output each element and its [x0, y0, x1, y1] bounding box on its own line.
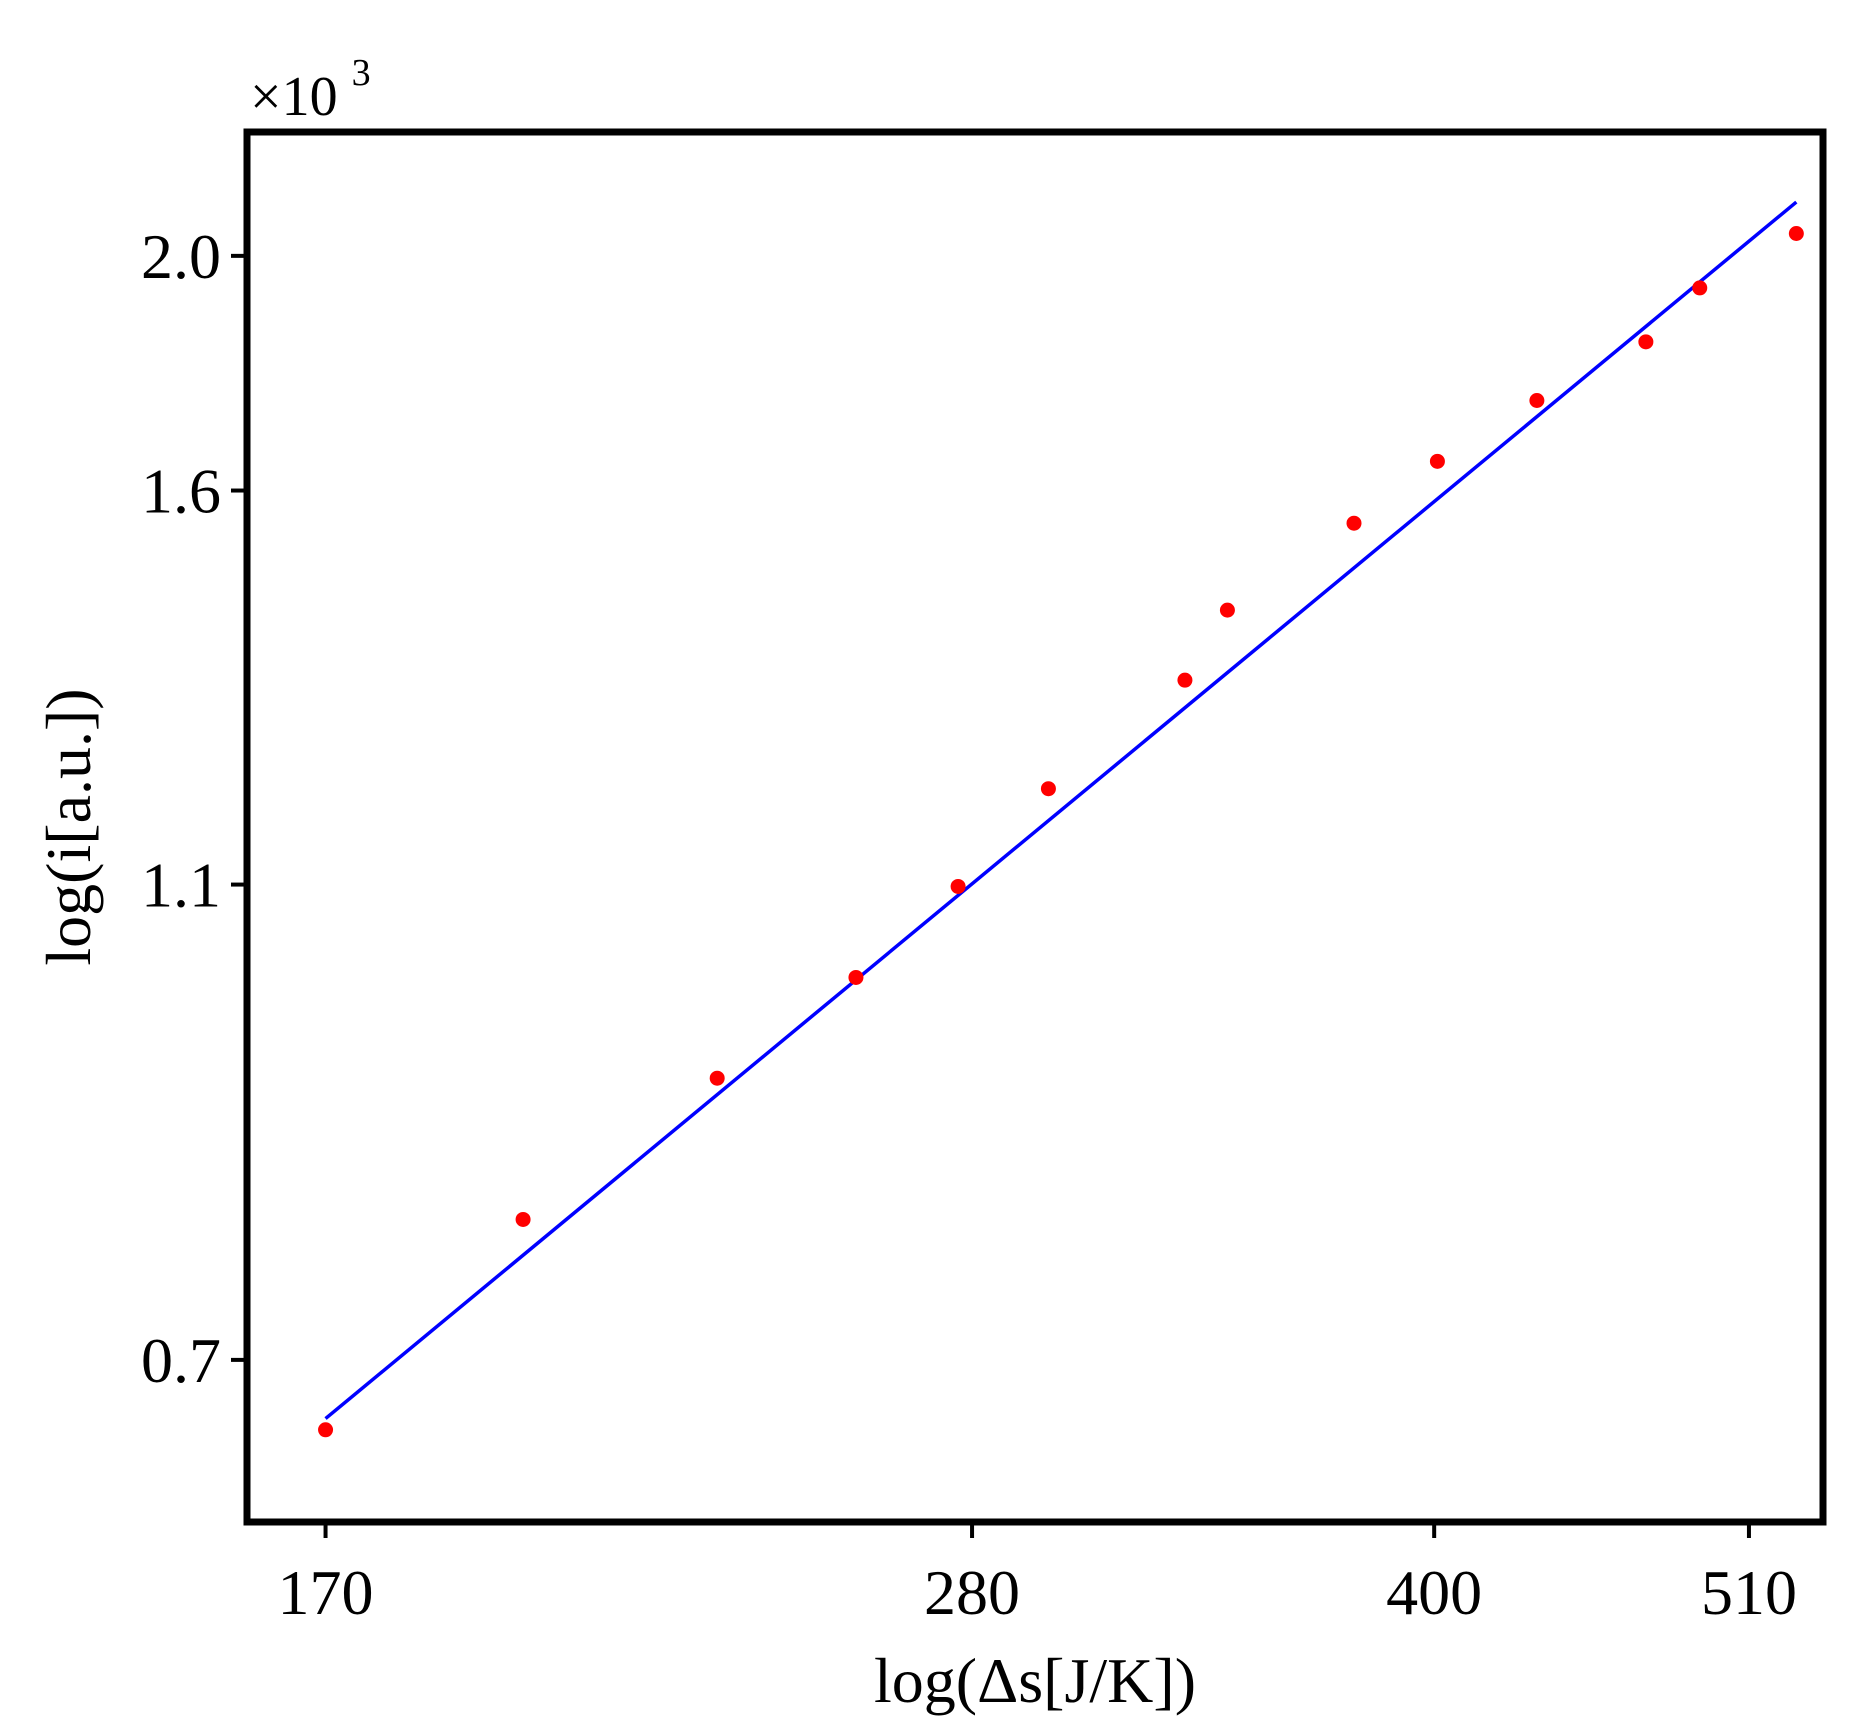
x-axis: 170 280 400 510: [278, 1522, 1797, 1628]
y-multiplier-base: ×10: [250, 66, 338, 128]
data-point: [1219, 602, 1235, 618]
data-point: [1529, 393, 1545, 409]
y-axis-title: log(i[a.u.]): [33, 688, 104, 965]
data-point: [1788, 225, 1804, 241]
data-point: [1692, 280, 1708, 296]
data-point: [950, 878, 966, 894]
data-point: [1040, 781, 1056, 797]
data-point: [1638, 334, 1654, 350]
y-axis: 0.7 1.1 1.6 2.0: [141, 221, 247, 1396]
data-point: [1346, 515, 1362, 531]
series-layer: [318, 200, 1804, 1438]
x-tick-label: 170: [278, 1557, 374, 1628]
y-multiplier: ×10 3: [250, 52, 371, 128]
y-multiplier-exponent: 3: [352, 52, 371, 94]
x-tick-label: 280: [924, 1557, 1020, 1628]
data-point: [1429, 453, 1445, 469]
fit-line: [324, 200, 1798, 1420]
x-tick-label: 400: [1386, 1557, 1482, 1628]
data-point: [515, 1211, 531, 1227]
plot-frame: [243, 128, 1827, 1526]
x-tick-label: 510: [1701, 1557, 1797, 1628]
y-tick-label: 1.6: [141, 456, 221, 527]
y-tick-label: 0.7: [141, 1325, 221, 1396]
y-tick-label: 1.1: [141, 850, 221, 921]
data-point: [848, 969, 864, 985]
data-point: [1177, 672, 1193, 688]
x-axis-title: log(Δs[J/K]): [874, 1645, 1196, 1716]
data-point: [709, 1070, 725, 1086]
data-point: [318, 1422, 334, 1438]
y-tick-label: 2.0: [141, 221, 221, 292]
